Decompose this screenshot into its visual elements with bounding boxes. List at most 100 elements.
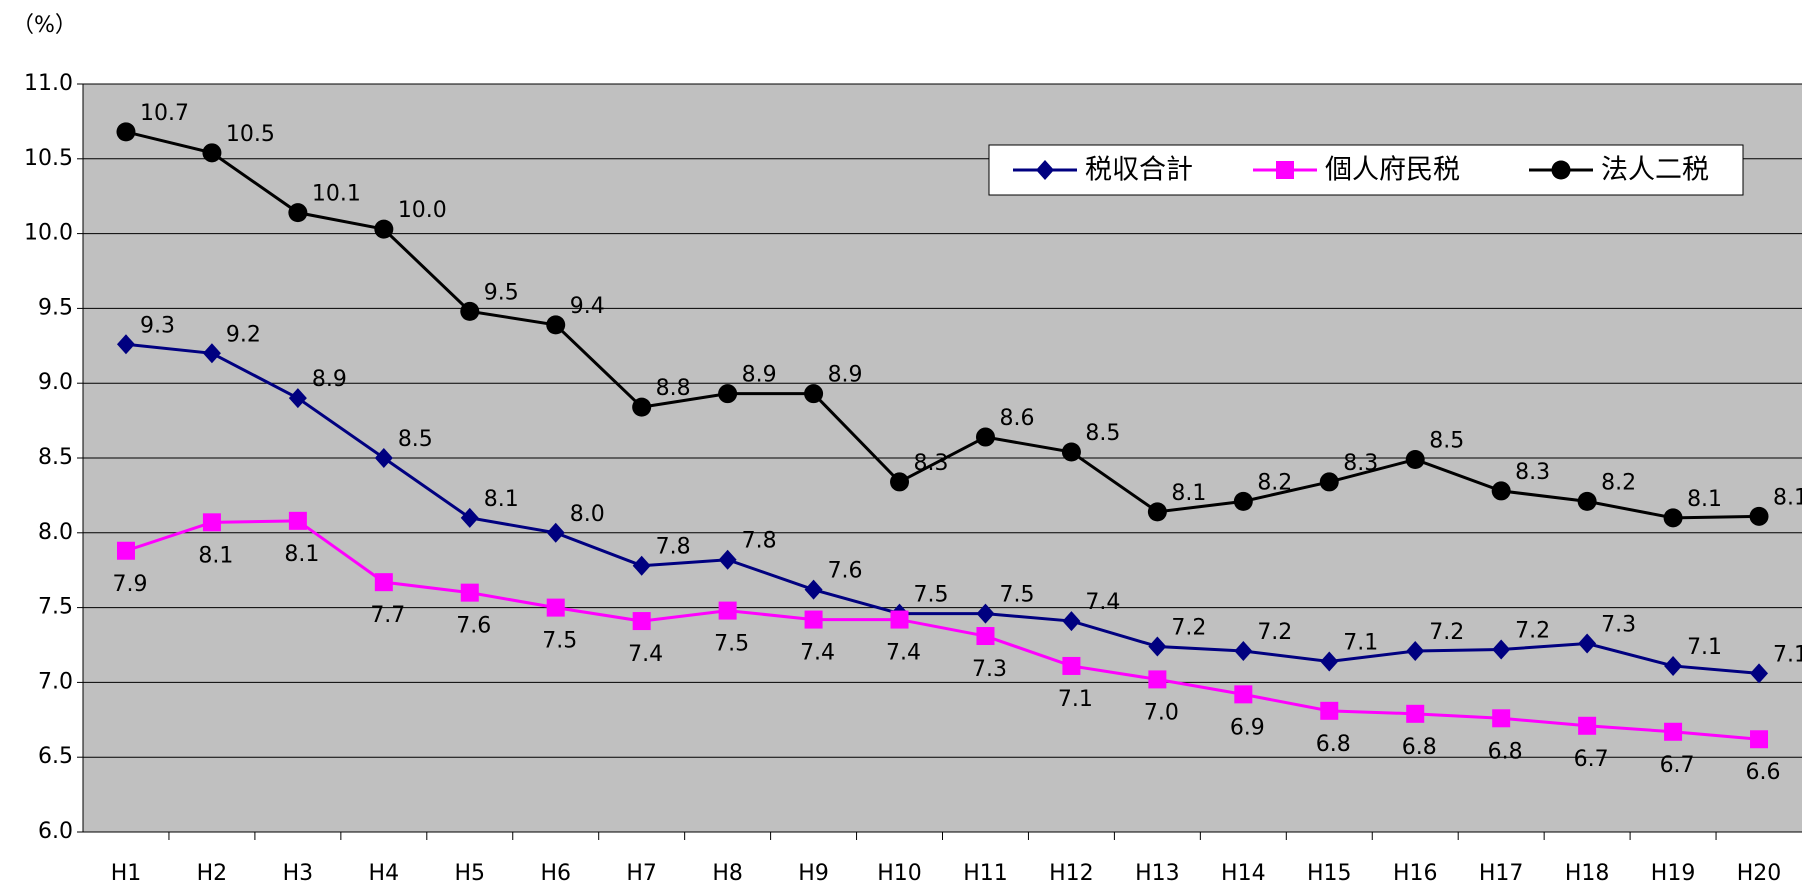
marker bbox=[1234, 685, 1253, 704]
marker bbox=[890, 610, 909, 629]
data-label: 8.1 bbox=[484, 487, 519, 512]
data-label: 8.8 bbox=[656, 376, 691, 401]
data-label: 8.5 bbox=[398, 427, 433, 452]
x-tick-label: H7 bbox=[626, 861, 657, 886]
data-label: 9.4 bbox=[570, 294, 605, 319]
series-line bbox=[125, 519, 1760, 741]
marker bbox=[976, 603, 995, 624]
data-label: 7.2 bbox=[1171, 615, 1206, 640]
series-line bbox=[125, 130, 1760, 520]
data-label: 7.4 bbox=[800, 641, 835, 666]
x-tick-label: H19 bbox=[1651, 861, 1696, 886]
x-tick-label: H2 bbox=[197, 861, 228, 886]
marker bbox=[1234, 640, 1253, 661]
data-label: 7.9 bbox=[112, 572, 147, 597]
legend-marker bbox=[1551, 160, 1571, 180]
y-tick-label: 9.5 bbox=[38, 295, 73, 320]
x-tick-label: H12 bbox=[1049, 861, 1094, 886]
x-tick-label: H11 bbox=[963, 861, 1008, 886]
data-label: 8.3 bbox=[1343, 451, 1378, 476]
marker bbox=[1061, 442, 1081, 462]
marker bbox=[1062, 656, 1081, 675]
data-label: 7.7 bbox=[370, 603, 405, 628]
data-label: 8.9 bbox=[828, 363, 863, 388]
data-label: 7.1 bbox=[1343, 630, 1378, 655]
marker bbox=[1578, 633, 1597, 654]
x-tick-label: H10 bbox=[877, 861, 922, 886]
data-label: 8.3 bbox=[914, 451, 949, 476]
y-tick-label: 7.5 bbox=[38, 595, 73, 620]
data-label: 6.7 bbox=[1574, 747, 1609, 772]
x-tick-label: H6 bbox=[540, 861, 571, 886]
marker bbox=[1233, 491, 1253, 511]
marker bbox=[546, 522, 565, 543]
y-tick-label: 10.0 bbox=[24, 221, 73, 246]
data-label: 7.4 bbox=[628, 642, 663, 667]
legend-marker bbox=[1036, 160, 1054, 180]
marker bbox=[1750, 730, 1769, 749]
data-label: 6.8 bbox=[1402, 735, 1437, 760]
legend-label: 法人二税 bbox=[1601, 155, 1709, 186]
data-label: 7.2 bbox=[1429, 620, 1464, 645]
marker bbox=[1320, 701, 1339, 720]
data-label: 7.2 bbox=[1257, 620, 1292, 645]
series-line bbox=[125, 342, 1760, 675]
marker bbox=[1148, 670, 1167, 689]
marker bbox=[1491, 481, 1511, 501]
marker bbox=[1578, 716, 1597, 735]
data-label: 8.1 bbox=[1773, 485, 1802, 510]
data-label: 7.5 bbox=[914, 583, 949, 608]
data-label: 8.2 bbox=[1257, 470, 1292, 495]
marker bbox=[288, 203, 308, 223]
data-label: 7.5 bbox=[999, 583, 1034, 608]
marker bbox=[202, 143, 222, 163]
marker bbox=[460, 583, 479, 602]
data-label: 7.4 bbox=[1085, 590, 1120, 615]
marker bbox=[1406, 704, 1425, 723]
data-label: 8.5 bbox=[1429, 428, 1464, 453]
legend-box bbox=[988, 144, 1744, 196]
data-label: 9.3 bbox=[140, 313, 175, 338]
x-tick-label: H13 bbox=[1135, 861, 1180, 886]
marker bbox=[1147, 502, 1167, 522]
legend-marker bbox=[1276, 161, 1294, 179]
marker bbox=[1405, 449, 1425, 469]
data-label: 10.0 bbox=[398, 198, 447, 223]
data-label: 7.8 bbox=[742, 529, 777, 554]
x-tick-label: H15 bbox=[1307, 861, 1352, 886]
y-tick-label: 6.5 bbox=[38, 744, 73, 769]
data-label: 7.6 bbox=[456, 614, 491, 639]
data-label: 7.0 bbox=[1144, 700, 1179, 725]
marker bbox=[1062, 611, 1081, 632]
y-tick-label: 8.5 bbox=[38, 445, 73, 470]
data-label: 6.7 bbox=[1660, 753, 1695, 778]
data-label: 6.8 bbox=[1316, 732, 1351, 757]
y-tick-label: 6.0 bbox=[38, 819, 73, 844]
data-label: 7.3 bbox=[1601, 613, 1636, 638]
marker bbox=[1577, 491, 1597, 511]
data-label: 7.6 bbox=[828, 559, 863, 584]
marker bbox=[374, 573, 393, 592]
data-label: 8.0 bbox=[570, 502, 605, 527]
y-tick-label: 8.0 bbox=[38, 520, 73, 545]
data-label: 7.5 bbox=[714, 632, 749, 657]
data-label: 7.1 bbox=[1058, 687, 1093, 712]
marker bbox=[804, 610, 823, 629]
marker bbox=[1664, 655, 1683, 676]
marker bbox=[288, 511, 307, 530]
marker bbox=[288, 388, 307, 409]
y-tick-label: 11.0 bbox=[24, 71, 73, 96]
marker bbox=[1663, 508, 1683, 528]
marker bbox=[116, 122, 136, 142]
marker bbox=[1492, 709, 1511, 728]
marker bbox=[804, 384, 824, 404]
data-label: 7.8 bbox=[656, 535, 691, 560]
data-label: 8.9 bbox=[312, 367, 347, 392]
data-label: 9.2 bbox=[226, 322, 261, 347]
data-label: 10.7 bbox=[140, 101, 189, 126]
y-axis-label: （%） bbox=[12, 13, 77, 38]
marker bbox=[718, 549, 737, 570]
marker bbox=[1148, 636, 1167, 657]
marker bbox=[632, 555, 651, 576]
